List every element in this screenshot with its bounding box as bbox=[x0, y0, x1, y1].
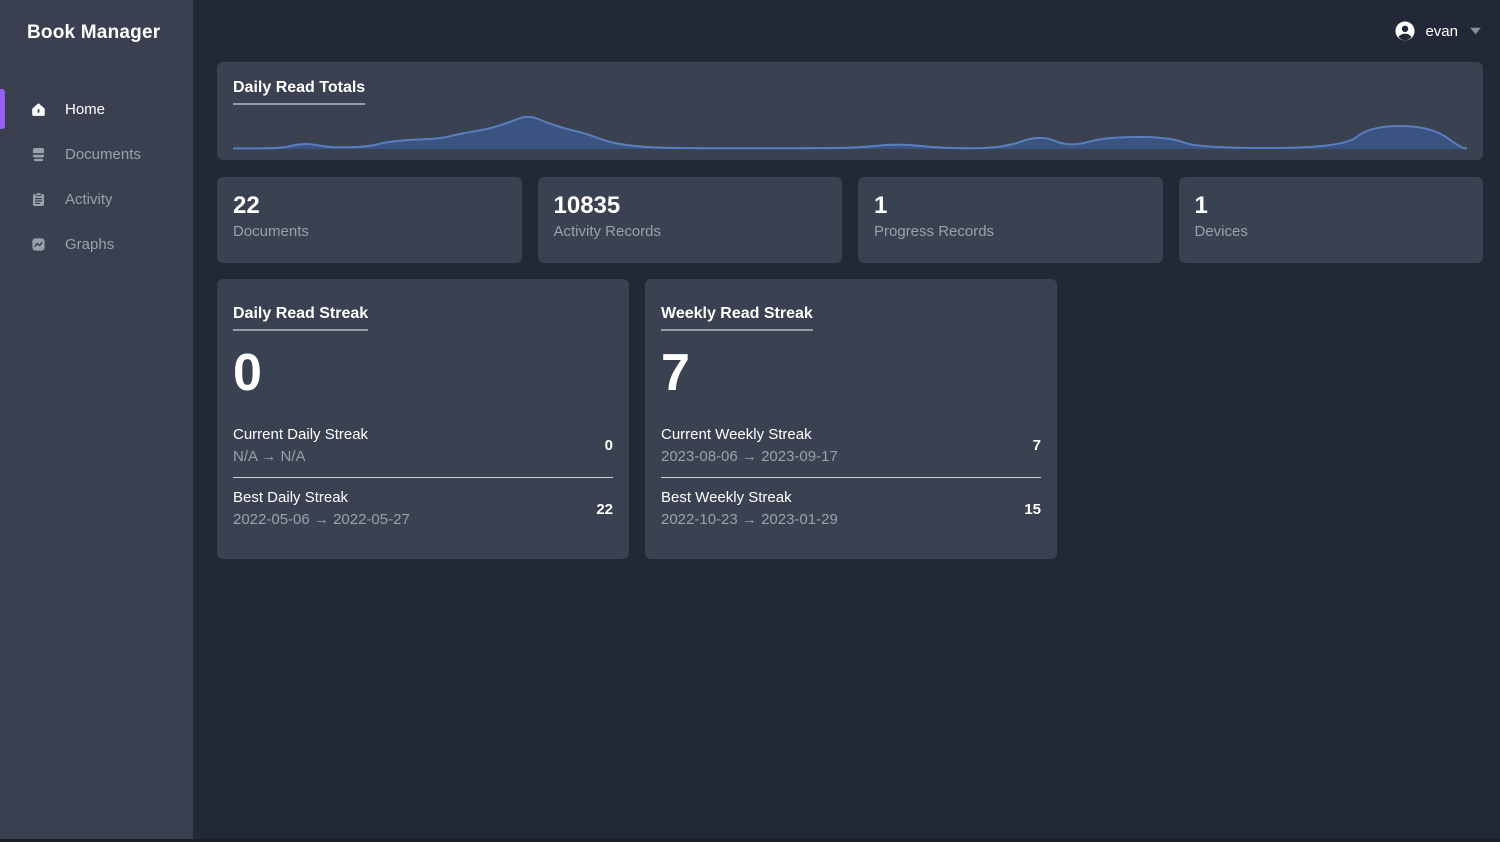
documents-icon bbox=[30, 146, 47, 163]
stats-row: 22 Documents 10835 Activity Records 1 Pr… bbox=[217, 177, 1483, 263]
sidebar-item-activity[interactable]: Activity bbox=[0, 179, 193, 219]
sidebar-nav: Home Documents Activity Graphs bbox=[0, 89, 193, 264]
row-value: 15 bbox=[1024, 500, 1041, 518]
divider bbox=[661, 477, 1041, 479]
stat-label: Documents bbox=[233, 222, 309, 240]
sidebar-item-home[interactable]: Home bbox=[0, 89, 193, 129]
sidebar-item-label: Documents bbox=[65, 145, 141, 163]
graphs-icon bbox=[30, 236, 47, 253]
row-label: Best Weekly Streak bbox=[661, 489, 792, 507]
sidebar-item-documents[interactable]: Documents bbox=[0, 134, 193, 174]
daily-streak-value: 0 bbox=[233, 343, 263, 402]
stat-card-activity-records: 10835 Activity Records bbox=[537, 177, 842, 263]
row-label: Current Daily Streak bbox=[233, 425, 369, 443]
username: evan bbox=[1425, 22, 1458, 40]
sidebar-item-label: Graphs bbox=[65, 235, 115, 253]
sidebar-item-label: Activity bbox=[65, 190, 113, 208]
row-value: 7 bbox=[1032, 437, 1041, 455]
active-indicator bbox=[0, 89, 5, 129]
stat-value: 1 bbox=[874, 192, 888, 219]
stat-card-progress-records: 1 Progress Records bbox=[858, 177, 1163, 263]
weekly-read-streak-card: Weekly Read Streak 7 Current Weekly Stre… bbox=[645, 279, 1057, 559]
weekly-streak-rows: Current Weekly Streak 2023-08-06 → 2023-… bbox=[661, 425, 1041, 531]
current-daily-streak-row: Current Daily Streak N/A → N/A 0 bbox=[233, 425, 613, 468]
stat-value: 1 bbox=[1194, 192, 1208, 219]
streaks-row: Daily Read Streak 0 Current Daily Streak… bbox=[217, 279, 1483, 559]
sidebar: Book Manager Home Documents Activity Gr bbox=[0, 0, 193, 842]
stat-card-documents: 22 Documents bbox=[217, 177, 522, 263]
home-icon bbox=[30, 101, 47, 118]
daily-read-streak-card: Daily Read Streak 0 Current Daily Streak… bbox=[217, 279, 629, 559]
topbar: evan bbox=[193, 0, 1500, 62]
weekly-streak-value: 7 bbox=[661, 343, 691, 402]
stat-value: 22 bbox=[233, 192, 260, 219]
row-label: Best Daily Streak bbox=[233, 489, 349, 507]
row-date-range: N/A → N/A bbox=[233, 447, 306, 465]
row-value: 22 bbox=[596, 500, 613, 518]
best-weekly-streak-row: Best Weekly Streak 2022-10-23 → 2023-01-… bbox=[661, 488, 1041, 531]
current-weekly-streak-row: Current Weekly Streak 2023-08-06 → 2023-… bbox=[661, 425, 1041, 468]
app-title: Book Manager bbox=[27, 22, 161, 43]
daily-read-streak-title: Daily Read Streak bbox=[233, 305, 369, 331]
stat-label: Activity Records bbox=[553, 222, 662, 240]
activity-icon bbox=[30, 191, 47, 208]
best-daily-streak-row: Best Daily Streak 2022-05-06 → 2022-05-2… bbox=[233, 488, 613, 531]
stat-value: 10835 bbox=[553, 192, 621, 219]
daily-read-totals-card: Daily Read Totals bbox=[217, 62, 1483, 160]
main-content: evan Daily Read Totals 22 Documents 1083… bbox=[193, 0, 1500, 842]
daily-streak-rows: Current Daily Streak N/A → N/A 0 Best Da… bbox=[233, 425, 613, 531]
row-date-range: 2022-05-06 → 2022-05-27 bbox=[233, 511, 410, 529]
stat-label: Progress Records bbox=[874, 222, 995, 240]
divider bbox=[233, 477, 613, 479]
daily-read-totals-chart bbox=[233, 106, 1467, 152]
daily-read-totals-title: Daily Read Totals bbox=[233, 79, 366, 105]
user-avatar-icon bbox=[1394, 20, 1416, 42]
stat-card-devices: 1 Devices bbox=[1178, 177, 1483, 263]
stat-label: Devices bbox=[1194, 222, 1248, 240]
row-date-range: 2023-08-06 → 2023-09-17 bbox=[661, 447, 838, 465]
row-label: Current Weekly Streak bbox=[661, 425, 812, 443]
user-menu[interactable]: evan bbox=[1394, 20, 1482, 42]
sidebar-item-graphs[interactable]: Graphs bbox=[0, 224, 193, 264]
sidebar-item-label: Home bbox=[65, 100, 106, 118]
weekly-read-streak-title: Weekly Read Streak bbox=[661, 305, 813, 331]
row-date-range: 2022-10-23 → 2023-01-29 bbox=[661, 511, 838, 529]
chevron-down-icon bbox=[1469, 27, 1482, 35]
row-value: 0 bbox=[604, 437, 613, 455]
